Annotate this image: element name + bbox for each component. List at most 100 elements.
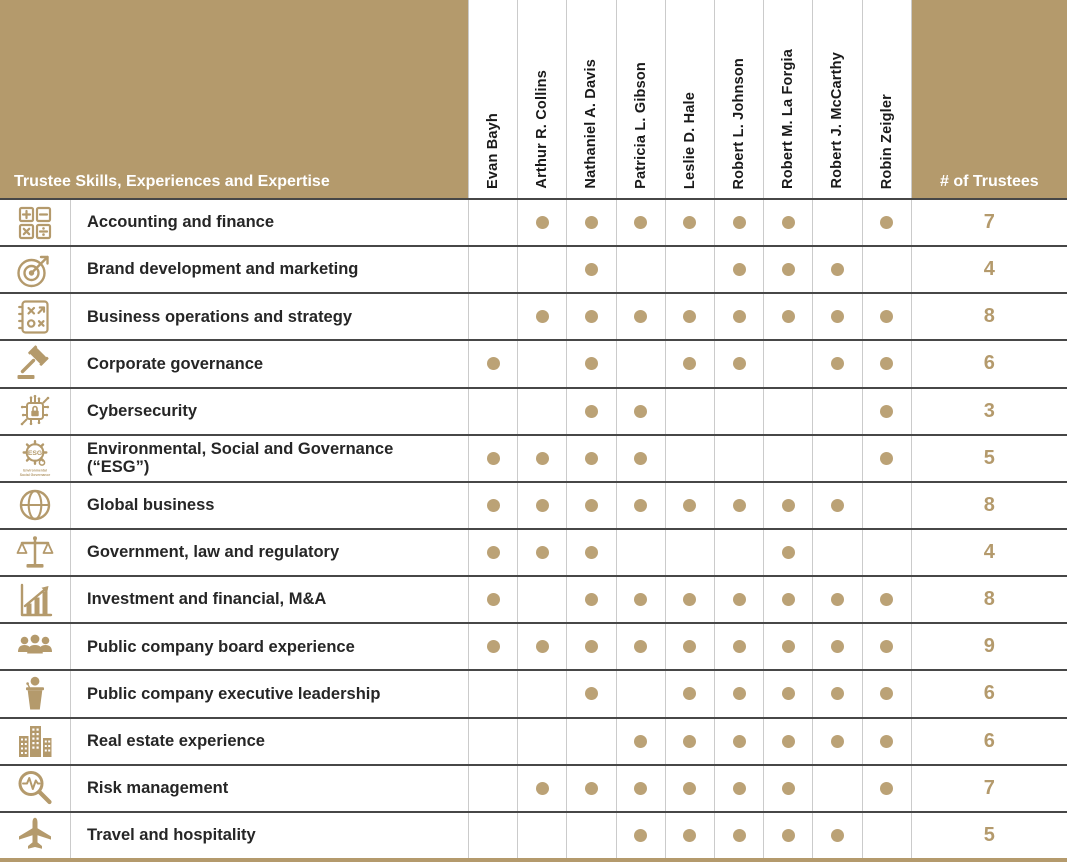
- matrix-cell: [713, 388, 763, 434]
- matrix-cell: [713, 341, 763, 387]
- matrix-cell: [566, 200, 615, 246]
- skill-dot: [880, 216, 894, 230]
- matrix-cell: [664, 718, 714, 764]
- skill-dot: [830, 640, 844, 654]
- matrix-cell: [763, 529, 812, 576]
- skill-label: Accounting and finance: [70, 200, 468, 246]
- matrix-cell: [664, 435, 714, 481]
- matrix-cell: [468, 341, 517, 387]
- skill-label: Business operations and strategy: [70, 294, 468, 340]
- matrix-cell: [468, 765, 517, 811]
- buildings-icon: [0, 719, 70, 764]
- skill-dot: [634, 216, 648, 230]
- matrix-cell: [566, 388, 615, 434]
- matrix-cell: [566, 341, 615, 387]
- bottom-border: [0, 858, 1067, 862]
- skill-dot: [732, 781, 746, 795]
- target-icon: [0, 247, 70, 292]
- matrix-cell: [468, 577, 517, 623]
- matrix-cell: [713, 200, 763, 246]
- skill-dot: [732, 687, 746, 701]
- matrix-cell: [812, 671, 861, 717]
- skill-dot: [732, 828, 746, 842]
- skill-dot: [880, 640, 894, 654]
- skill-label: Government, law and regulatory: [70, 529, 468, 576]
- matrix-cell: [664, 671, 714, 717]
- skill-dot: [781, 546, 795, 560]
- skill-dot: [634, 781, 648, 795]
- table-row: Global business 8: [0, 480, 1067, 528]
- matrix-cell: [517, 718, 566, 764]
- skill-dot: [781, 310, 795, 324]
- gavel-icon: [0, 341, 70, 386]
- matrix-cell: [566, 529, 615, 576]
- trustee-count: 6: [910, 718, 1067, 764]
- matrix-cell: [664, 247, 714, 293]
- matrix-cell: [615, 341, 665, 387]
- skill-dot: [830, 593, 844, 607]
- matrix-cell: [812, 341, 861, 387]
- matrix-cell: [566, 765, 615, 811]
- matrix-cell: [517, 624, 566, 670]
- matrix-cell: [468, 294, 517, 340]
- matrix-cell: [812, 529, 861, 576]
- matrix-cell: [713, 577, 763, 623]
- matrix-cell: [861, 200, 911, 246]
- matrix-cell: [615, 577, 665, 623]
- skill-dot: [535, 781, 549, 795]
- matrix-cell: [615, 294, 665, 340]
- skill-dot: [634, 828, 648, 842]
- skill-label: Public company board experience: [70, 624, 468, 670]
- trustee-column-header: Robert J. McCarthy: [812, 0, 862, 198]
- esg-gear-icon: ESG Environmental Social Governance: [0, 436, 70, 481]
- matrix-cell: [713, 624, 763, 670]
- skill-dot: [535, 216, 549, 230]
- matrix-cell: [713, 435, 763, 481]
- trustee-count: 4: [910, 529, 1067, 576]
- matrix-cell: [763, 200, 812, 246]
- matrix-cell: [861, 529, 911, 576]
- skill-dot: [535, 451, 549, 465]
- trustee-count: 9: [910, 624, 1067, 670]
- table-row: Government, law and regulatory 4: [0, 527, 1067, 576]
- matrix-cell: [566, 812, 615, 858]
- skill-dot: [830, 263, 844, 277]
- table-row: Accounting and finance 7: [0, 198, 1067, 246]
- skill-dot: [486, 546, 500, 560]
- skill-dot: [830, 687, 844, 701]
- skill-dot: [683, 640, 697, 654]
- skill-dot: [781, 734, 795, 748]
- skill-label: Investment and financial, M&A: [70, 577, 468, 623]
- matrix-cell: [861, 671, 911, 717]
- skill-dot: [830, 310, 844, 324]
- skill-dot: [584, 263, 598, 277]
- matrix-cell: [713, 247, 763, 293]
- matrix-cell: [517, 200, 566, 246]
- table-row: Risk management 7: [0, 763, 1067, 811]
- skill-dot: [880, 593, 894, 607]
- skill-dot: [880, 451, 894, 465]
- matrix-cell: [468, 247, 517, 293]
- table-row: Corporate governance 6: [0, 339, 1067, 387]
- table-row: Real estate experience 6: [0, 716, 1067, 764]
- matrix-cell: [664, 765, 714, 811]
- skill-dot: [634, 498, 648, 512]
- matrix-cell: [812, 624, 861, 670]
- matrix-cell: [812, 812, 861, 858]
- matrix-cell: [468, 529, 517, 576]
- matrix-cell: [468, 624, 517, 670]
- skill-dot: [535, 498, 549, 512]
- table-row: Business operations and strategy 8: [0, 292, 1067, 340]
- matrix-cell: [713, 812, 763, 858]
- trustee-count: 7: [910, 765, 1067, 811]
- trustee-count: 8: [910, 294, 1067, 340]
- matrix-cell: [468, 812, 517, 858]
- matrix-cell: [763, 577, 812, 623]
- skill-dot: [830, 357, 844, 371]
- matrix-cell: [713, 529, 763, 576]
- people-icon: [0, 624, 70, 669]
- matrix-cell: [763, 671, 812, 717]
- skill-dot: [732, 593, 746, 607]
- matrix-cell: [861, 341, 911, 387]
